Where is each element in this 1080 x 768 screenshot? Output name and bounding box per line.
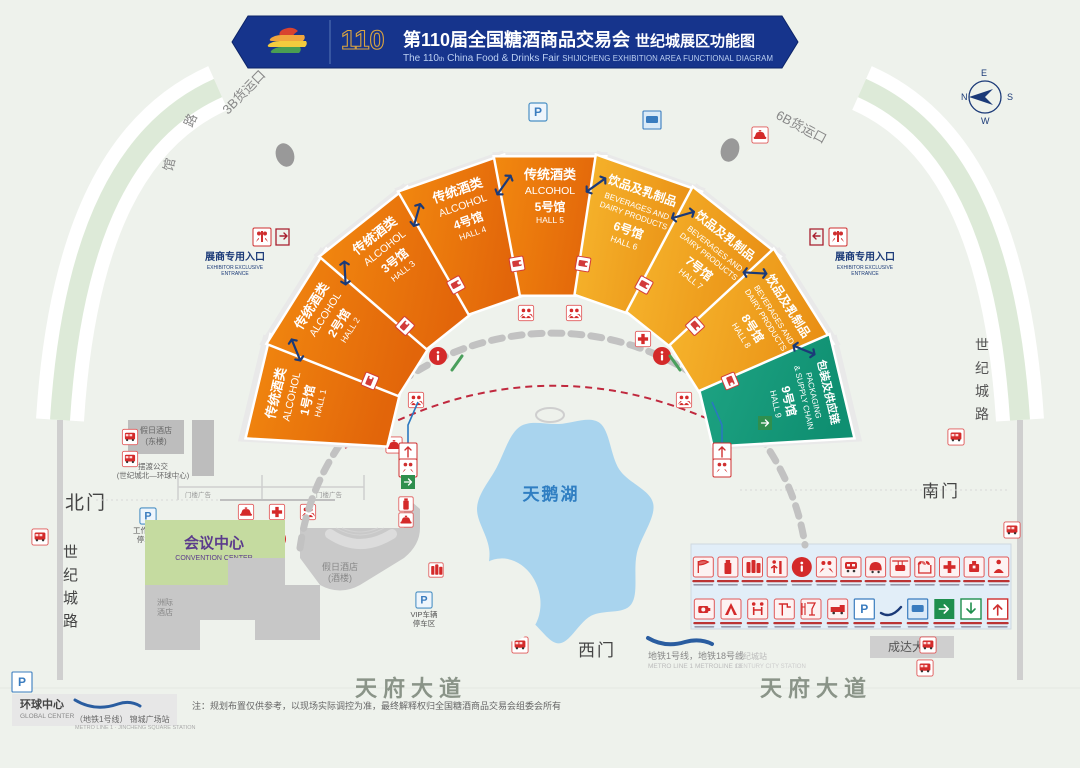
svg-text:地铁1号线，地铁18号线: 地铁1号线，地铁18号线 (648, 650, 744, 661)
svg-text:GLOBAL CENTER: GLOBAL CENTER (20, 713, 75, 720)
svg-text:S: S (1007, 92, 1013, 102)
svg-text:门楼广告: 门楼广告 (185, 490, 212, 499)
svg-text:N: N (961, 92, 968, 102)
svg-text:纪: 纪 (975, 360, 989, 376)
svg-text:酒店: 酒店 (157, 607, 173, 617)
svg-text:5号馆: 5号馆 (535, 199, 566, 214)
svg-text:纪: 纪 (63, 567, 78, 584)
svg-text:洲际: 洲际 (157, 598, 173, 607)
svg-text:天府大道: 天府大道 (355, 676, 467, 701)
svg-text:会议中心: 会议中心 (184, 534, 244, 552)
svg-text:路: 路 (975, 406, 989, 422)
svg-text:世: 世 (975, 337, 989, 353)
svg-text:E: E (981, 68, 987, 78)
svg-text:门楼广告: 门楼广告 (316, 490, 343, 499)
svg-text:世纪城站: 世纪城站 (735, 651, 767, 661)
svg-text:ALCOHOL: ALCOHOL (525, 185, 575, 197)
svg-text:环球中心: 环球中心 (20, 697, 64, 711)
svg-text:110: 110 (341, 25, 385, 55)
svg-text:ENTRANCE: ENTRANCE (851, 271, 879, 277)
svg-text:P: P (860, 602, 868, 616)
svg-text:P: P (18, 675, 26, 689)
svg-text:注：规划布置仅供参考，以现场实际调控为准，最终解释权归全国糖: 注：规划布置仅供参考，以现场实际调控为准，最终解释权归全国糖酒商品交易会组委会所… (192, 700, 561, 711)
svg-text:(酒楼): (酒楼) (328, 572, 352, 583)
svg-text:假日酒店: 假日酒店 (322, 561, 358, 572)
svg-text:传统酒类: 传统酒类 (523, 167, 577, 182)
svg-text:天鹅湖: 天鹅湖 (523, 484, 580, 504)
svg-text:VIP车辆: VIP车辆 (410, 609, 438, 619)
svg-text:METRO LINE 1 · JINCHENG SQUARE: METRO LINE 1 · JINCHENG SQUARE STATION (75, 725, 196, 731)
svg-text:(世纪城北—环球中心): (世纪城北—环球中心) (117, 470, 190, 480)
svg-text:METRO LINE 1 METROLINE 18: METRO LINE 1 METROLINE 18 (648, 663, 742, 670)
svg-text:城: 城 (63, 590, 78, 607)
svg-text:HALL 5: HALL 5 (536, 215, 564, 225)
svg-text:CENTURY CITY STATION: CENTURY CITY STATION (735, 664, 806, 670)
svg-text:展商专用入口: 展商专用入口 (835, 250, 895, 263)
svg-text:南门: 南门 (922, 482, 960, 501)
svg-text:(东楼): (东楼) (145, 436, 167, 446)
svg-text:路: 路 (63, 613, 78, 630)
svg-text:摆渡公交: 摆渡公交 (138, 461, 168, 471)
svg-text:ENTRANCE: ENTRANCE (221, 271, 249, 277)
svg-text:城: 城 (975, 383, 989, 399)
svg-text:天府大道: 天府大道 (760, 676, 872, 701)
svg-text:假日酒店: 假日酒店 (140, 425, 172, 435)
svg-text:西门: 西门 (578, 641, 616, 660)
svg-text:第110届全国糖酒商品交易会 世纪城展区功能图: 第110届全国糖酒商品交易会 世纪城展区功能图 (403, 29, 755, 50)
svg-text:停车区: 停车区 (413, 618, 436, 628)
svg-text:北门: 北门 (65, 492, 107, 514)
svg-text:（地铁1号线） 锦城广场站: （地铁1号线） 锦城广场站 (75, 714, 170, 724)
svg-text:W: W (981, 116, 990, 126)
svg-text:The 110th China Food & Drinks: The 110th China Food & Drinks Fair SHIJI… (403, 53, 773, 64)
svg-text:世: 世 (63, 544, 78, 561)
svg-text:展商专用入口: 展商专用入口 (205, 250, 265, 263)
